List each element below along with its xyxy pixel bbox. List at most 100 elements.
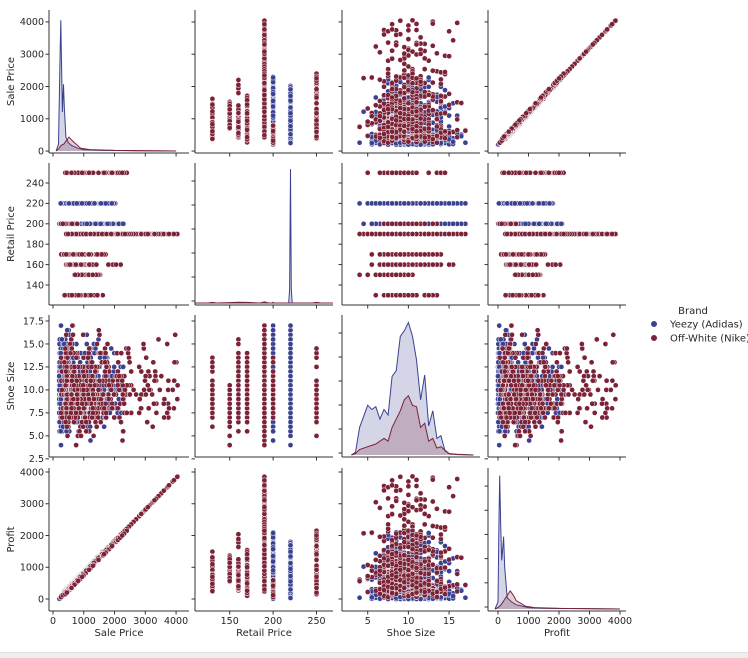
point-off-white-nike-	[79, 252, 84, 257]
point-yeezy-adidas-	[288, 93, 293, 98]
point-off-white-nike-	[556, 76, 561, 81]
point-off-white-nike-	[402, 96, 407, 101]
y-tick-label: 240	[26, 178, 44, 189]
point-yeezy-adidas-	[288, 98, 293, 103]
panel-grid: 010002000300040001401601802002202402.55.…	[6, 10, 632, 639]
point-off-white-nike-	[447, 102, 452, 107]
point-yeezy-adidas-	[377, 201, 382, 206]
point-off-white-nike-	[314, 129, 319, 134]
point-off-white-nike-	[430, 262, 435, 267]
point-off-white-nike-	[71, 252, 76, 257]
point-off-white-nike-	[88, 231, 93, 236]
point-off-white-nike-	[314, 134, 319, 139]
point-off-white-nike-	[390, 129, 395, 134]
point-off-white-nike-	[314, 118, 319, 123]
point-off-white-nike-	[402, 68, 407, 73]
point-off-white-nike-	[502, 134, 507, 139]
point-off-white-nike-	[80, 170, 85, 175]
point-off-white-nike-	[357, 272, 362, 277]
point-off-white-nike-	[227, 107, 232, 112]
point-off-white-nike-	[422, 104, 427, 109]
point-off-white-nike-	[398, 18, 403, 23]
point-off-white-nike-	[381, 84, 386, 89]
point-off-white-nike-	[434, 117, 439, 122]
point-off-white-nike-	[377, 77, 382, 82]
point-off-white-nike-	[414, 134, 419, 139]
point-off-white-nike-	[406, 37, 411, 42]
point-off-white-nike-	[245, 102, 250, 107]
point-off-white-nike-	[245, 118, 250, 123]
point-off-white-nike-	[210, 109, 215, 114]
point-yeezy-adidas-	[109, 201, 114, 206]
point-off-white-nike-	[386, 107, 391, 112]
point-off-white-nike-	[377, 252, 382, 257]
point-off-white-nike-	[70, 221, 75, 226]
point-off-white-nike-	[106, 262, 111, 267]
point-off-white-nike-	[430, 252, 435, 257]
point-yeezy-adidas-	[418, 201, 423, 206]
point-off-white-nike-	[110, 170, 115, 175]
point-off-white-nike-	[434, 124, 439, 129]
point-off-white-nike-	[506, 129, 511, 134]
point-off-white-nike-	[386, 293, 391, 298]
point-off-white-nike-	[442, 110, 447, 115]
point-off-white-nike-	[314, 101, 319, 106]
y-tick-label: 160	[26, 260, 44, 271]
point-off-white-nike-	[517, 118, 522, 123]
point-off-white-nike-	[377, 135, 382, 140]
point-off-white-nike-	[68, 262, 73, 267]
point-yeezy-adidas-	[288, 132, 293, 137]
point-off-white-nike-	[414, 27, 419, 32]
point-off-white-nike-	[262, 22, 267, 27]
point-off-white-nike-	[236, 82, 241, 87]
point-off-white-nike-	[262, 73, 267, 78]
point-off-white-nike-	[62, 293, 67, 298]
point-off-white-nike-	[406, 64, 411, 69]
point-yeezy-adidas-	[463, 140, 468, 145]
point-off-white-nike-	[152, 231, 157, 236]
point-off-white-nike-	[171, 231, 176, 236]
point-yeezy-adidas-	[93, 221, 98, 226]
point-off-white-nike-	[377, 114, 382, 119]
point-off-white-nike-	[109, 231, 114, 236]
point-off-white-nike-	[210, 96, 215, 101]
point-off-white-nike-	[64, 252, 69, 257]
panel-sale-price-vs-profit	[485, 10, 627, 157]
point-off-white-nike-	[227, 125, 232, 130]
point-off-white-nike-	[357, 124, 362, 129]
point-off-white-nike-	[271, 138, 276, 143]
point-off-white-nike-	[426, 92, 431, 97]
kde-fill-off-white-nike-	[56, 137, 176, 151]
point-yeezy-adidas-	[288, 111, 293, 116]
point-off-white-nike-	[365, 106, 370, 111]
point-off-white-nike-	[369, 75, 374, 80]
point-off-white-nike-	[546, 87, 551, 92]
point-off-white-nike-	[369, 114, 374, 119]
point-off-white-nike-	[377, 272, 382, 277]
point-off-white-nike-	[390, 48, 395, 53]
point-off-white-nike-	[442, 69, 447, 74]
point-off-white-nike-	[386, 262, 391, 267]
point-off-white-nike-	[430, 68, 435, 73]
point-off-white-nike-	[524, 111, 529, 116]
point-yeezy-adidas-	[98, 221, 103, 226]
point-off-white-nike-	[87, 262, 92, 267]
point-off-white-nike-	[365, 272, 370, 277]
y-tick-label: 2000	[20, 82, 44, 93]
point-off-white-nike-	[394, 118, 399, 123]
point-yeezy-adidas-	[426, 75, 431, 80]
point-off-white-nike-	[75, 221, 80, 226]
point-yeezy-adidas-	[369, 221, 374, 226]
point-off-white-nike-	[386, 252, 391, 257]
y-tick-label: 140	[26, 280, 44, 291]
point-off-white-nike-	[114, 262, 119, 267]
kde-line-yeezy-adidas-	[195, 169, 333, 303]
point-off-white-nike-	[210, 136, 215, 141]
y-tick-label: 1000	[20, 114, 44, 125]
point-off-white-nike-	[95, 252, 100, 257]
point-off-white-nike-	[430, 108, 435, 113]
point-off-white-nike-	[426, 126, 431, 131]
point-yeezy-adidas-	[271, 98, 276, 103]
point-off-white-nike-	[78, 262, 83, 267]
